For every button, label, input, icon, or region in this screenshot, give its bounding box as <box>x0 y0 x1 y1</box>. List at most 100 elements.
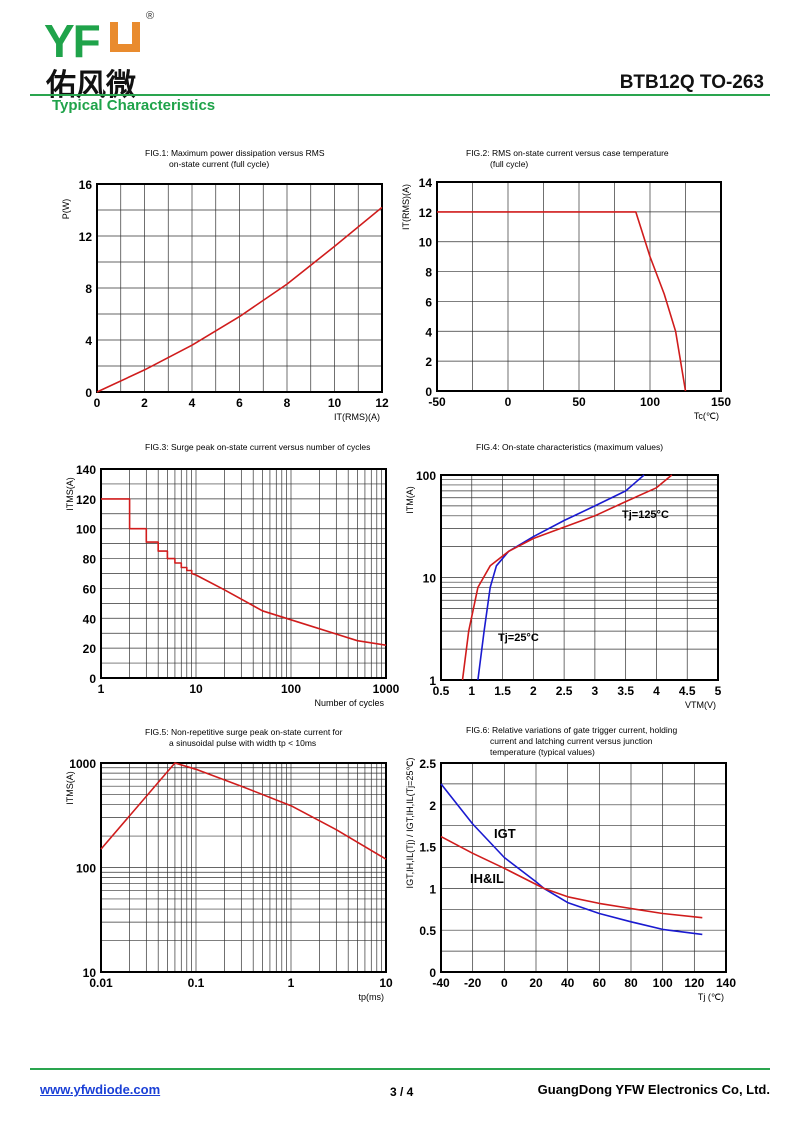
chart-fig3 <box>100 468 387 679</box>
x-axis-label: Number of cycles <box>314 698 384 708</box>
x-tick-label: 140 <box>716 976 736 990</box>
chart-fig2 <box>436 181 722 392</box>
y-tick-label: 10 <box>419 236 433 250</box>
curve-annotation: Tj=125°C <box>622 509 669 521</box>
logo-text: YF <box>44 15 101 67</box>
y-tick-label: 0 <box>425 385 432 399</box>
footer-divider <box>30 1068 770 1070</box>
y-tick-label: 2.5 <box>419 757 436 771</box>
company-name: GuangDong YFW Electronics Co, Ltd. <box>537 1082 770 1097</box>
x-tick-label: 1 <box>98 682 105 696</box>
x-tick-label: 3 <box>592 684 599 698</box>
y-tick-label: 100 <box>76 862 96 876</box>
series-line-igt <box>440 783 703 936</box>
x-tick-label: 3.5 <box>617 684 634 698</box>
x-tick-label: 0 <box>505 395 512 409</box>
chart-title: FIG.1: Maximum power dissipation versus … <box>145 148 325 158</box>
x-tick-label: 2.5 <box>556 684 573 698</box>
logo-chinese-name: 佑风微 <box>46 68 136 103</box>
x-tick-label: 4 <box>653 684 660 698</box>
x-tick-label: 40 <box>561 976 575 990</box>
x-tick-label: -20 <box>464 976 482 990</box>
x-tick-label: 1 <box>468 684 475 698</box>
x-tick-label: 10 <box>379 976 393 990</box>
y-tick-label: 40 <box>83 612 97 626</box>
chart-title: FIG.5: Non-repetitive surge peak on-stat… <box>145 727 343 737</box>
y-axis-label: ITM(A) <box>405 486 415 514</box>
x-tick-label: -50 <box>428 395 446 409</box>
y-tick-label: 120 <box>76 493 96 507</box>
y-tick-label: 2 <box>429 799 436 813</box>
x-tick-label: 2 <box>530 684 537 698</box>
y-tick-label: 10 <box>83 966 97 980</box>
series-line-tj-125-c <box>461 474 673 681</box>
chart-title: FIG.4: On-state characteristics (maximum… <box>476 442 663 452</box>
y-tick-label: 8 <box>85 282 92 296</box>
y-tick-label: 10 <box>423 572 437 586</box>
x-axis-label: Tj (℃) <box>698 992 724 1002</box>
y-axis-label: P(W) <box>61 199 71 220</box>
website-link[interactable]: www.yfwdiode.com <box>40 1082 161 1097</box>
y-tick-label: 16 <box>79 178 93 192</box>
chart-title: (full cycle) <box>490 159 528 169</box>
y-tick-label: 20 <box>83 642 97 656</box>
plot-frame <box>436 181 722 392</box>
chart-fig4 <box>440 474 719 681</box>
x-tick-label: 4 <box>189 396 196 410</box>
part-number: BTB12Q TO-263 <box>619 72 764 93</box>
y-tick-label: 12 <box>419 206 433 220</box>
x-axis-label: VTM(V) <box>685 700 716 710</box>
x-tick-label: 0 <box>94 396 101 410</box>
y-tick-label: 100 <box>416 469 436 483</box>
x-axis-label: tp(ms) <box>359 992 385 1002</box>
chart-fig6 <box>440 762 727 973</box>
y-tick-label: 0.5 <box>419 924 436 938</box>
x-tick-label: 100 <box>640 395 660 409</box>
chart-title: on-state current (full cycle) <box>169 159 269 169</box>
x-tick-label: 4.5 <box>679 684 696 698</box>
x-tick-label: 150 <box>711 395 731 409</box>
chart-fig1 <box>96 183 383 393</box>
x-tick-label: 5 <box>715 684 722 698</box>
x-tick-label: 6 <box>236 396 243 410</box>
y-axis-label: IGT,IH,IL(Tj) / IGT,IH,IL(Tj=25℃) <box>405 758 415 889</box>
chart-title: FIG.2: RMS on-state current versus case … <box>466 148 669 158</box>
chart-title: a sinusoidal pulse with width tp < 10ms <box>169 738 316 748</box>
y-tick-label: 140 <box>76 463 96 477</box>
y-axis-label: ITMS(A) <box>65 477 75 511</box>
y-tick-label: 0 <box>89 672 96 686</box>
series-line-ih-il <box>440 835 703 919</box>
x-tick-label: 0.1 <box>188 976 205 990</box>
registered-mark: ® <box>146 10 155 22</box>
y-tick-label: 1 <box>429 882 436 896</box>
y-tick-label: 100 <box>76 523 96 537</box>
curve-annotation: IH&IL <box>470 871 504 886</box>
series-line-p <box>96 206 383 393</box>
y-tick-label: 12 <box>79 230 93 244</box>
x-tick-label: 12 <box>375 396 389 410</box>
y-tick-label: 0 <box>429 966 436 980</box>
x-tick-label: 120 <box>684 976 704 990</box>
y-tick-label: 1 <box>429 674 436 688</box>
x-axis-label: Tc(℃) <box>694 411 719 421</box>
x-tick-label: 10 <box>189 682 203 696</box>
series-line-it-rms- <box>437 211 687 392</box>
header-divider <box>30 94 770 96</box>
x-axis-label: IT(RMS)(A) <box>334 412 380 422</box>
y-tick-label: 14 <box>419 176 433 190</box>
x-tick-label: 80 <box>624 976 638 990</box>
chart-title: FIG.3: Surge peak on-state current versu… <box>145 442 370 452</box>
x-tick-label: 10 <box>328 396 342 410</box>
section-title: Typical Characteristics <box>52 97 216 114</box>
chart-title: temperature (typical values) <box>490 747 595 757</box>
series-line-itsm <box>100 762 387 860</box>
y-tick-label: 0 <box>85 386 92 400</box>
plot-frame <box>100 468 387 679</box>
x-tick-label: 0.5 <box>433 684 450 698</box>
x-tick-label: 2 <box>141 396 148 410</box>
y-tick-label: 1000 <box>69 757 96 771</box>
x-tick-label: 0 <box>501 976 508 990</box>
y-tick-label: 6 <box>425 295 432 309</box>
x-tick-label: 100 <box>281 682 301 696</box>
